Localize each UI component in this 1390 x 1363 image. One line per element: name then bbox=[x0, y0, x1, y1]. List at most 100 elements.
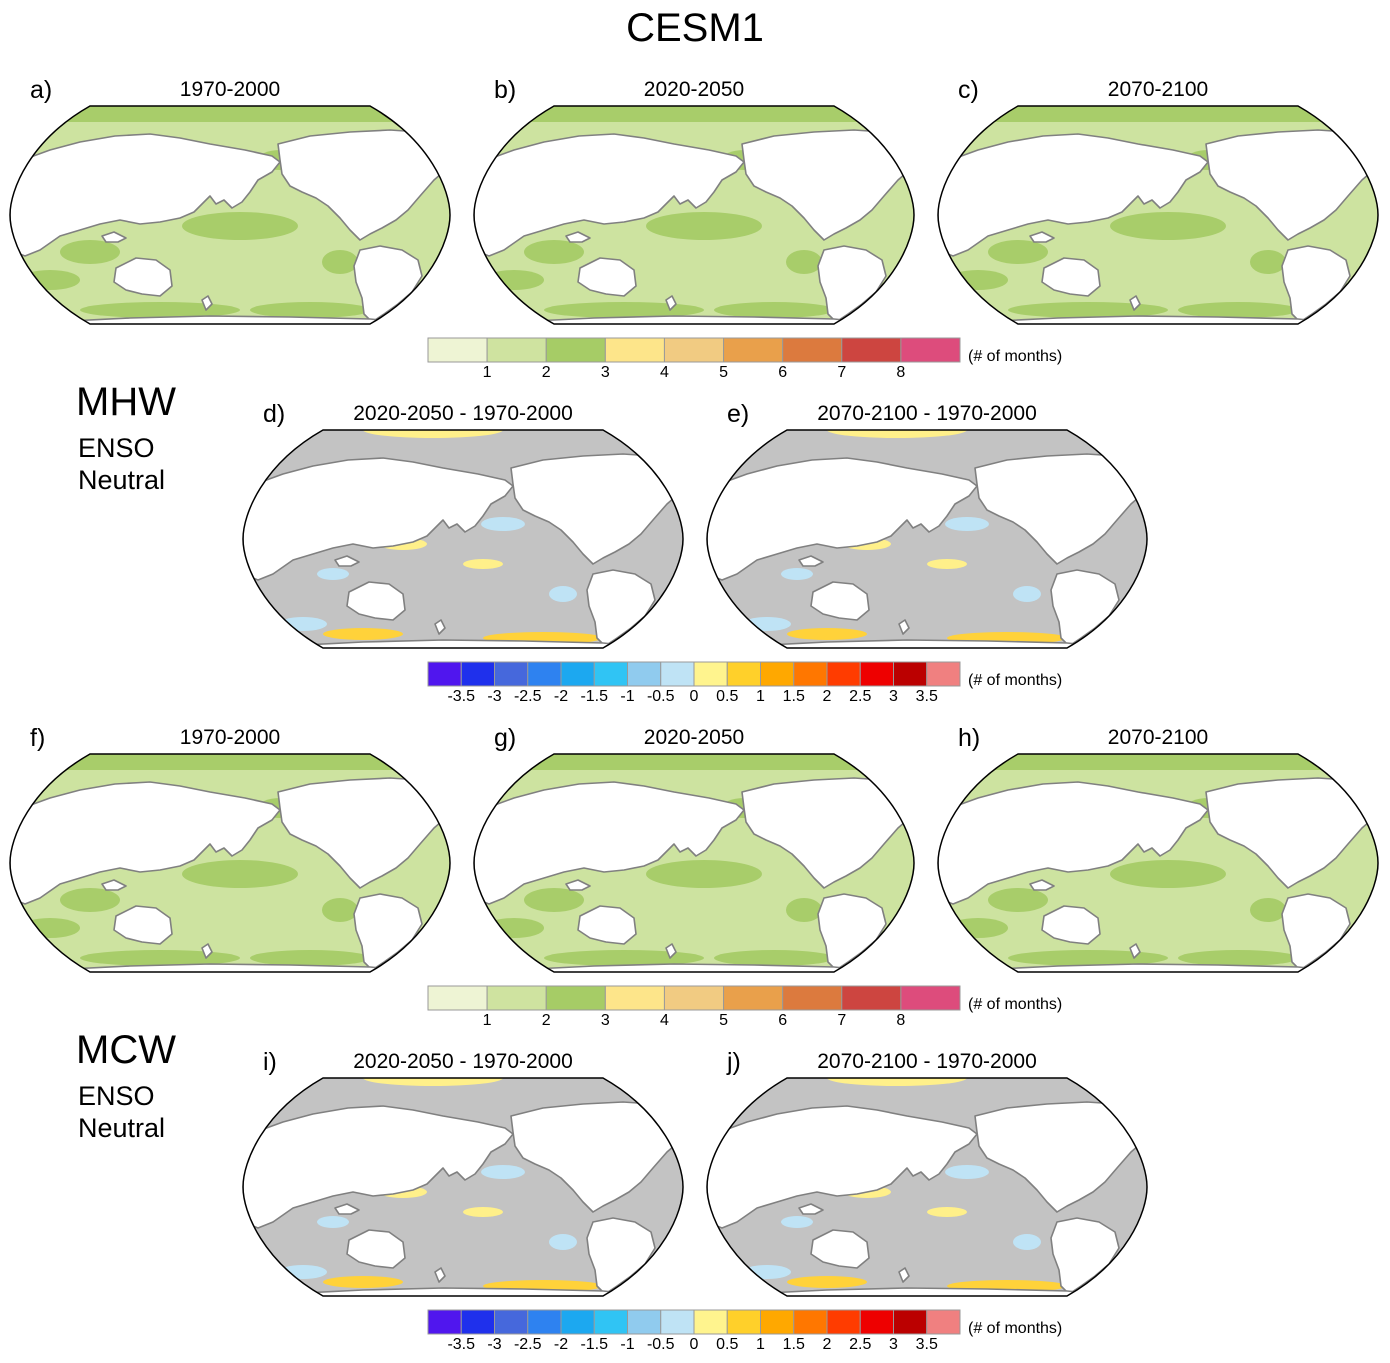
land-antarctica bbox=[49, 315, 421, 324]
panel-letter: f) bbox=[30, 724, 46, 752]
colorbar-swatch bbox=[760, 661, 795, 687]
colorbar-swatch bbox=[826, 1309, 861, 1335]
colorbar-swatch bbox=[494, 661, 529, 687]
land-greenland bbox=[656, 1085, 683, 1113]
colorbar-tick-label: 2 bbox=[822, 688, 832, 705]
colorbar bbox=[427, 661, 961, 687]
anomaly-patch bbox=[481, 517, 525, 531]
ocean-value-patch bbox=[20, 270, 80, 290]
arctic-band bbox=[474, 106, 914, 122]
colorbar bbox=[427, 337, 961, 363]
land-south-america bbox=[1281, 893, 1351, 971]
colorbar-tick-label: -1 bbox=[620, 1336, 635, 1353]
panel-title: 2020-2050 - 1970-2000 bbox=[353, 1050, 573, 1073]
colorbar-swatch bbox=[841, 337, 902, 363]
ocean-value-patch bbox=[182, 860, 298, 888]
colorbar-tick-label: -3.5 bbox=[447, 1336, 476, 1353]
colorbar-swatch bbox=[726, 1309, 761, 1335]
ocean-value-patch bbox=[1110, 212, 1226, 240]
colorbar-tick-label: 2 bbox=[541, 1012, 551, 1029]
colorbar-swatch bbox=[726, 661, 761, 687]
land-eurasia bbox=[243, 457, 514, 581]
ocean-value-patch bbox=[714, 950, 834, 966]
land-greenland bbox=[1120, 437, 1147, 465]
anomaly-patch bbox=[549, 1234, 577, 1250]
anomaly-patch bbox=[927, 559, 967, 569]
land-indonesia bbox=[565, 231, 591, 243]
ocean-value-patch bbox=[484, 918, 544, 938]
land-indonesia bbox=[334, 1203, 360, 1215]
anomaly-patch bbox=[787, 628, 867, 640]
colorbar-swatch bbox=[604, 337, 665, 363]
ocean-value-patch bbox=[484, 270, 544, 290]
anomaly-patch bbox=[945, 1165, 989, 1179]
colorbar-swatch bbox=[560, 661, 595, 687]
land-antarctica bbox=[282, 1287, 654, 1296]
panel-letter: j) bbox=[727, 1048, 741, 1076]
colorbar-tick-label: -2 bbox=[553, 1336, 569, 1353]
colorbar-tick-label: 1 bbox=[756, 688, 765, 705]
anomaly-patch bbox=[743, 1265, 791, 1279]
land-indonesia bbox=[334, 555, 360, 567]
panel-title: 2070-2100 bbox=[1107, 726, 1209, 749]
anomaly-patch bbox=[279, 1265, 327, 1279]
panel-title: 1970-2000 bbox=[179, 78, 281, 101]
colorbar-swatch bbox=[723, 985, 784, 1011]
map-panel-a: a) 1970-2000 bbox=[9, 76, 451, 328]
colorbar-swatch bbox=[427, 985, 488, 1011]
world-map bbox=[706, 429, 1148, 649]
colorbar-swatch bbox=[593, 1309, 628, 1335]
ocean-value-patch bbox=[524, 888, 584, 912]
colorbar-swatch bbox=[893, 1309, 928, 1335]
land-australia bbox=[346, 1229, 406, 1269]
panel-letter: i) bbox=[263, 1048, 277, 1076]
section-label-mcw: MCW bbox=[76, 1028, 176, 1072]
colorbar-swatch bbox=[900, 337, 961, 363]
land-eurasia bbox=[10, 133, 281, 257]
colorbar-tick-label: 0 bbox=[689, 1336, 699, 1353]
colorbar-tick-label: 8 bbox=[896, 1012, 906, 1029]
land-south-america bbox=[1281, 245, 1351, 323]
colorbar-swatch bbox=[782, 337, 843, 363]
panel-letter: a) bbox=[30, 76, 53, 104]
colorbar-tick-label: 1 bbox=[482, 1012, 492, 1029]
colorbar-tick-label: -2.5 bbox=[513, 688, 542, 705]
colorbar-swatch bbox=[527, 1309, 562, 1335]
map-panel-h: h) 2070-2100 bbox=[937, 724, 1379, 976]
colorbar-tick-label: -1.5 bbox=[580, 1336, 609, 1353]
colorbar-swatch bbox=[893, 661, 928, 687]
world-map bbox=[473, 753, 915, 973]
arctic-band bbox=[10, 754, 450, 770]
colorbar-tick-label: -3 bbox=[487, 1336, 502, 1353]
ocean-value-patch bbox=[20, 918, 80, 938]
anomaly-patch bbox=[323, 628, 403, 640]
colorbar-tick-label: 5 bbox=[719, 364, 728, 381]
land-south-america bbox=[1050, 1217, 1120, 1295]
map-border bbox=[242, 1077, 684, 1297]
land-greenland bbox=[1351, 761, 1378, 789]
ocean-value-patch bbox=[1250, 898, 1286, 922]
land-indonesia bbox=[798, 555, 824, 567]
colorbar-swatch bbox=[926, 661, 961, 687]
colorbar-swatch bbox=[693, 1309, 728, 1335]
anomaly-patch bbox=[363, 1078, 503, 1086]
ocean-value-patch bbox=[714, 302, 834, 318]
land-south-america bbox=[817, 245, 887, 323]
colorbar-difference-mhw: -3.5 -3 -2.5 -2 -1.5 -1 -0.5 0 0.5 1 1.5 2 2.5 3 3.5 (#… bbox=[427, 661, 1088, 712]
land-antarctica bbox=[513, 315, 885, 324]
anomaly-patch bbox=[1013, 586, 1041, 602]
map-panel-b: b) 2020-2050 bbox=[473, 76, 915, 328]
land-south-america bbox=[586, 569, 656, 647]
colorbar-unit-label: (# of months) bbox=[968, 348, 1063, 365]
land-australia bbox=[1041, 905, 1101, 945]
anomaly-patch bbox=[323, 1276, 403, 1288]
anomaly-patch bbox=[279, 617, 327, 631]
colorbar-tick-label: -3.5 bbox=[447, 688, 476, 705]
colorbar-swatch bbox=[627, 1309, 662, 1335]
map-border bbox=[706, 429, 1148, 649]
land-australia bbox=[113, 905, 173, 945]
colorbar-tick-label: 1.5 bbox=[782, 688, 805, 705]
colorbar-tick-label: 3 bbox=[889, 1336, 898, 1353]
colorbar-swatch bbox=[660, 1309, 695, 1335]
panel-letter: e) bbox=[727, 400, 750, 428]
